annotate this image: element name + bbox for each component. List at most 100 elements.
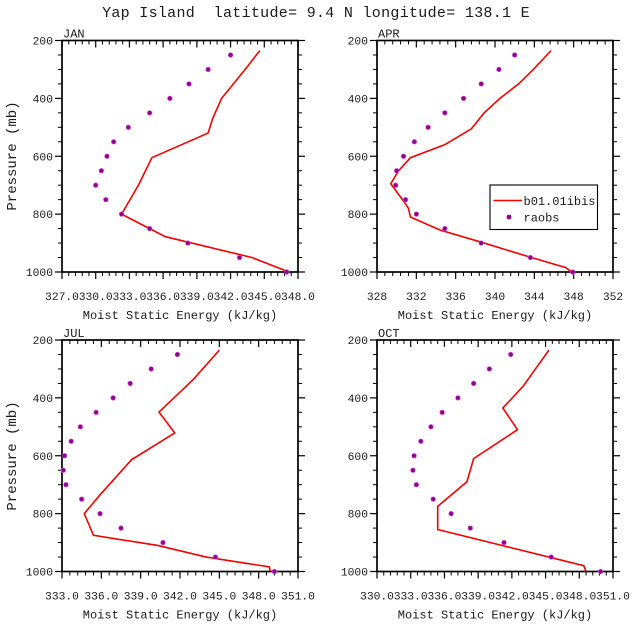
raobs-point — [425, 124, 431, 130]
x-axis-title-jan: Moist Static Energy (kJ/kg) — [83, 309, 277, 323]
x-tick-label: 327.0 — [45, 292, 79, 304]
raobs-point — [501, 539, 507, 546]
raobs-point — [508, 351, 514, 358]
y-tick-label: 600 — [348, 152, 369, 164]
raobs-point — [118, 525, 124, 531]
raobs-point — [186, 81, 192, 87]
raobs-point — [402, 197, 409, 203]
legend-dot-sample — [506, 214, 512, 220]
x-tick-label: 339.0 — [461, 592, 495, 604]
raobs-point — [104, 153, 110, 159]
raobs-point — [60, 467, 66, 473]
raobs-point — [393, 182, 399, 188]
raobs-point — [97, 510, 103, 517]
x-tick-label: 348.0 — [562, 592, 596, 604]
panel-group: 327.0 330.0 333.0 336.0 339.0 342.0 345.0 348.0… — [26, 37, 630, 604]
x-tick-label: 345.0 — [202, 592, 236, 604]
raobs-point — [413, 482, 419, 488]
model-line — [389, 50, 573, 273]
panel-jul: 333.0 336.0 339.0 342.0 345.0 348.0 351.0 200 40… — [26, 336, 315, 604]
raobs-point — [77, 424, 84, 430]
y-tick-label: 200 — [33, 37, 54, 49]
raobs-point — [478, 240, 484, 246]
raobs-point — [271, 568, 278, 575]
x-axis-title-apr: Moist Static Energy (kJ/kg) — [398, 309, 592, 323]
y-tick-label: 400 — [348, 94, 369, 106]
y-tick-label: 200 — [348, 37, 369, 49]
raobs-point — [460, 95, 467, 102]
raobs-point — [439, 409, 445, 415]
x-tick-label: 336.0 — [84, 592, 118, 604]
x-tick-label: 333.0 — [394, 592, 428, 604]
x-tick-label: 330.0 — [360, 592, 394, 604]
raobs-point — [478, 81, 484, 87]
raobs-point — [418, 438, 424, 444]
raobs-point — [127, 380, 133, 387]
x-tick-label: 328 — [367, 292, 388, 304]
raobs-point — [167, 95, 173, 102]
x-tick-label: 342.0 — [495, 592, 529, 604]
raobs-point — [442, 225, 448, 232]
y-tick-label: 200 — [348, 336, 369, 348]
raobs-point — [174, 351, 181, 358]
panel-label-apr: APR — [378, 28, 400, 42]
x-tick-label: 333.0 — [112, 292, 146, 304]
y-tick-label: 600 — [348, 452, 369, 464]
x-tick-label: 348.0 — [242, 592, 276, 604]
y-tick-label: 800 — [33, 510, 54, 522]
x-tick-label: 345.0 — [529, 592, 563, 604]
y-axis-title-bottom: Pressure (mb) — [5, 401, 21, 510]
y-tick-label: 1000 — [26, 268, 53, 280]
x-tick-label: 352 — [603, 292, 623, 304]
raobs-point — [93, 409, 99, 415]
raobs-point — [430, 496, 436, 502]
raobs-point — [205, 66, 211, 73]
raobs-point — [413, 211, 419, 217]
x-tick-label: 332 — [406, 292, 426, 304]
x-tick-label: 336.0 — [427, 592, 461, 604]
raobs-point — [394, 168, 400, 174]
raobs-point — [79, 496, 85, 502]
model-line — [436, 349, 587, 572]
panel-label-jul: JUL — [63, 327, 85, 341]
x-tick-label: 348 — [563, 292, 584, 304]
panel-jan: 327.0 330.0 333.0 336.0 339.0 342.0 345.0 348.0… — [26, 37, 315, 305]
raobs-point — [227, 52, 234, 58]
raobs-point — [410, 467, 416, 473]
raobs-point — [486, 366, 493, 372]
x-tick-label: 345.0 — [247, 292, 281, 304]
x-tick-label: 336.0 — [146, 292, 180, 304]
raobs-point — [68, 438, 74, 444]
raobs-point — [512, 52, 518, 58]
raobs-point — [448, 510, 454, 517]
raobs-point — [98, 168, 104, 174]
x-tick-label: 344 — [524, 292, 545, 304]
x-tick-label: 340 — [485, 292, 506, 304]
y-tick-label: 1000 — [26, 568, 53, 580]
raobs-point — [548, 554, 554, 560]
y-tick-label: 600 — [33, 452, 54, 464]
legend-box — [489, 184, 599, 231]
model-line — [120, 50, 290, 273]
raobs-point — [118, 211, 125, 217]
raobs-point — [212, 554, 219, 560]
raobs-point — [442, 110, 448, 116]
raobs-point — [236, 254, 243, 261]
model-line — [83, 349, 272, 572]
raobs-point — [185, 240, 191, 246]
raobs-point — [411, 139, 418, 145]
y-tick-label: 600 — [33, 152, 54, 164]
x-tick-label: 342.0 — [214, 292, 248, 304]
raobs-point — [570, 269, 576, 275]
x-tick-label: 351.0 — [596, 592, 630, 604]
raobs-point — [467, 525, 473, 531]
x-tick-label: 348.0 — [281, 292, 315, 304]
raobs-point — [284, 269, 290, 275]
y-tick-label: 1000 — [341, 568, 368, 580]
panel-oct: 330.0 333.0 336.0 339.0 342.0 345.0 348.0 351.0… — [341, 336, 630, 604]
y-tick-label: 800 — [348, 510, 369, 522]
panel-label-oct: OCT — [378, 327, 400, 341]
x-tick-label: 336 — [445, 292, 466, 304]
